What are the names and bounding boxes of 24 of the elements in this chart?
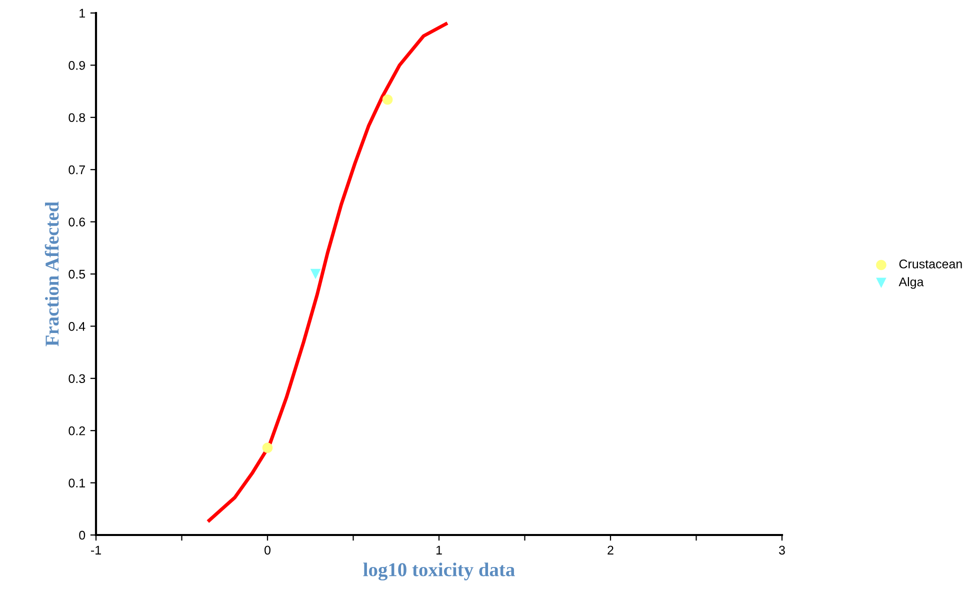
y-tick-label: 0.2: [68, 426, 85, 436]
x-tick-label: 2: [608, 546, 614, 554]
point: [262, 442, 273, 453]
y-axis-title: Fraction Affected: [44, 202, 59, 346]
y-tick-label: 0: [79, 530, 86, 540]
y-tick-label: 0.9: [68, 61, 85, 70]
x-axis-title: log10 toxicity data: [363, 562, 515, 580]
legend-label: Crustacean: [899, 260, 962, 268]
y-tick-label: 0.3: [68, 374, 86, 384]
line-series: [207, 22, 448, 522]
y-tick-label: 0.8: [68, 113, 86, 122]
point: [310, 268, 321, 280]
x-tick-label: 0: [264, 546, 270, 555]
y-tick-label: 0.5: [68, 270, 86, 279]
y-tick-label: 0.7: [68, 165, 85, 174]
x-tick-label: 3: [779, 546, 785, 555]
x-tick-label: -1: [91, 546, 101, 554]
point: [382, 94, 393, 105]
y-tick-label: 0.4: [68, 322, 86, 331]
y-tick-label: 0.6: [68, 218, 86, 226]
y-tick-label: 0.1: [68, 478, 85, 488]
legend-label: Alga: [898, 277, 924, 289]
x-tick-label: 1: [436, 546, 442, 554]
y-tick-label: 1: [80, 8, 85, 18]
